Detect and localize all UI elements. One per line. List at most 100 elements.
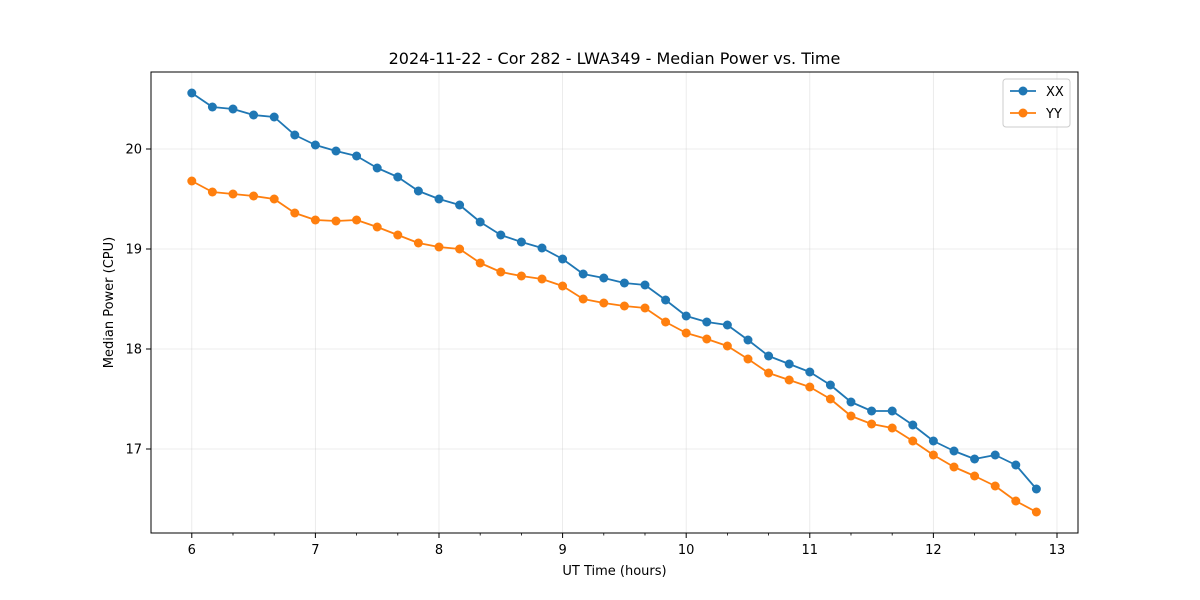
- data-point-xx: [207, 102, 217, 112]
- axes: 6 7 8 9 10 11 12 13 17 18 19 20: [125, 143, 1065, 559]
- x-tick-label: 6: [188, 543, 196, 558]
- data-point-xx: [846, 397, 856, 407]
- data-point-xx: [805, 367, 815, 377]
- data-point-yy: [310, 215, 320, 225]
- data-point-xx: [928, 436, 938, 446]
- data-point-xx: [331, 146, 341, 156]
- legend-marker-xx: [1018, 86, 1028, 96]
- data-point-xx: [558, 254, 568, 264]
- data-point-xx: [310, 140, 320, 150]
- data-point-xx: [516, 237, 526, 247]
- data-point-xx: [661, 295, 671, 305]
- x-tick-label: 11: [802, 543, 819, 558]
- data-point-yy: [784, 375, 794, 385]
- data-point-yy: [269, 194, 279, 204]
- data-point-yy: [537, 274, 547, 284]
- data-point-xx: [702, 317, 712, 327]
- y-tick-label: 20: [125, 143, 142, 158]
- data-point-yy: [434, 242, 444, 252]
- data-point-yy: [661, 317, 671, 327]
- data-point-yy: [887, 423, 897, 433]
- x-tick-label: 12: [925, 543, 942, 558]
- x-tick-label: 7: [311, 543, 319, 558]
- data-point-xx: [949, 446, 959, 456]
- legend-marker-yy: [1018, 108, 1028, 118]
- chart-title: 2024-11-22 - Cor 282 - LWA349 - Median P…: [389, 49, 841, 68]
- data-point-yy: [290, 208, 300, 218]
- data-point-yy: [990, 481, 1000, 491]
- data-point-xx: [887, 406, 897, 416]
- data-point-yy: [578, 294, 588, 304]
- data-point-yy: [187, 176, 197, 186]
- data-point-xx: [867, 406, 877, 416]
- data-point-yy: [970, 471, 980, 481]
- data-point-yy: [619, 301, 629, 311]
- data-point-yy: [558, 281, 568, 291]
- data-point-xx: [187, 88, 197, 98]
- data-point-xx: [393, 172, 403, 182]
- data-point-xx: [434, 194, 444, 204]
- data-point-yy: [949, 462, 959, 472]
- data-point-yy: [867, 419, 877, 429]
- data-point-xx: [1031, 484, 1041, 494]
- data-point-xx: [413, 186, 423, 196]
- x-tick-label: 10: [678, 543, 695, 558]
- data-point-yy: [393, 230, 403, 240]
- data-point-yy: [352, 215, 362, 225]
- data-point-xx: [970, 454, 980, 464]
- y-axis-label: Median Power (CPU): [102, 237, 117, 368]
- data-point-yy: [599, 298, 609, 308]
- data-point-yy: [331, 216, 341, 226]
- legend-label-xx: XX: [1046, 85, 1064, 100]
- data-point-xx: [352, 151, 362, 161]
- data-point-yy: [228, 189, 238, 199]
- data-point-yy: [743, 354, 753, 364]
- data-point-yy: [928, 450, 938, 460]
- data-point-xx: [372, 163, 382, 173]
- data-point-yy: [372, 222, 382, 232]
- data-point-xx: [578, 269, 588, 279]
- data-point-yy: [496, 267, 506, 277]
- y-tick-label: 17: [125, 443, 142, 458]
- x-axis-label: UT Time (hours): [562, 564, 666, 579]
- data-point-yy: [640, 303, 650, 313]
- x-tick-label: 9: [558, 543, 566, 558]
- data-point-yy: [846, 411, 856, 421]
- data-point-xx: [764, 351, 774, 361]
- data-point-yy: [805, 382, 815, 392]
- x-tick-label: 13: [1049, 543, 1066, 558]
- data-point-xx: [784, 359, 794, 369]
- data-point-xx: [1011, 460, 1021, 470]
- data-point-yy: [908, 436, 918, 446]
- data-point-xx: [269, 112, 279, 122]
- y-tick-label: 19: [125, 243, 142, 258]
- data-point-yy: [702, 334, 712, 344]
- plot-area-frame: [150, 71, 1079, 534]
- data-point-yy: [825, 394, 835, 404]
- data-point-yy: [764, 368, 774, 378]
- data-point-xx: [908, 420, 918, 430]
- data-point-yy: [207, 187, 217, 197]
- data-point-xx: [681, 311, 691, 321]
- data-point-yy: [1031, 507, 1041, 517]
- x-tick-label: 8: [435, 543, 443, 558]
- y-tick-label: 18: [125, 343, 142, 358]
- data-point-yy: [516, 271, 526, 281]
- data-point-xx: [722, 320, 732, 330]
- data-point-yy: [455, 244, 465, 254]
- data-point-yy: [249, 191, 259, 201]
- legend: XX YY: [1002, 78, 1071, 128]
- series-layer: [187, 88, 1041, 517]
- data-point-xx: [619, 278, 629, 288]
- data-point-yy: [475, 258, 485, 268]
- data-point-xx: [290, 130, 300, 140]
- data-point-yy: [1011, 496, 1021, 506]
- data-point-xx: [640, 280, 650, 290]
- data-point-xx: [599, 273, 609, 283]
- data-point-xx: [228, 104, 238, 114]
- data-point-xx: [249, 110, 259, 120]
- data-point-xx: [537, 243, 547, 253]
- data-point-yy: [681, 328, 691, 338]
